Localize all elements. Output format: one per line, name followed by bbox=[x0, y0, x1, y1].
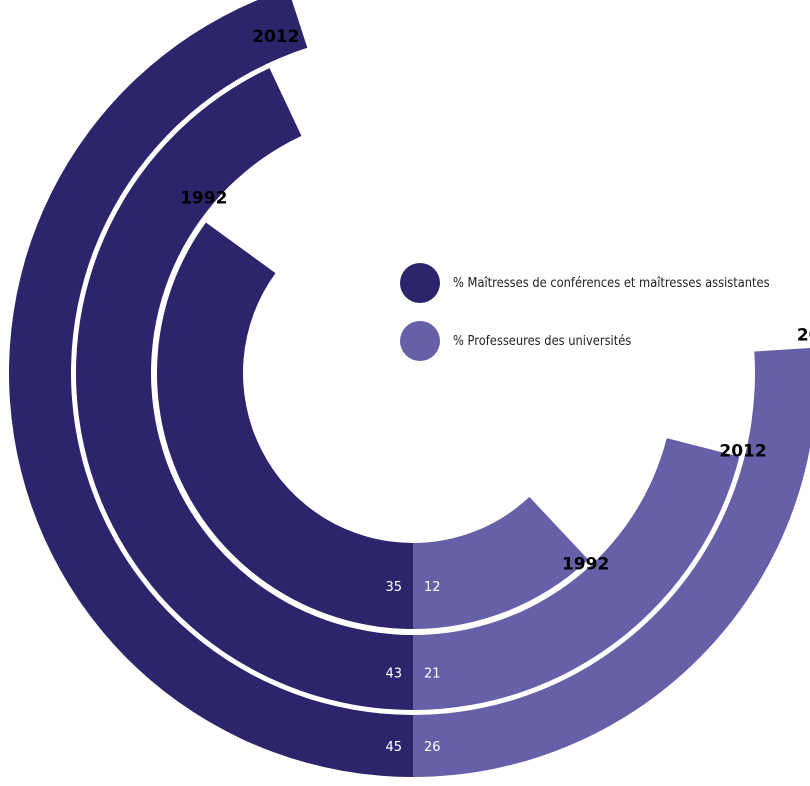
chart-labels: 351992432012452018121992212012262018 bbox=[180, 27, 810, 755]
legend-item-maitresses: % Maîtresses de conférences et maîtresse… bbox=[400, 263, 810, 303]
chart-bars bbox=[9, 0, 810, 777]
value-label-professeures-2018: 26 bbox=[424, 740, 441, 755]
legend-swatch-professeures bbox=[400, 321, 440, 361]
year-label-professeures-2018: 2018 bbox=[797, 325, 810, 345]
value-label-professeures-1992: 12 bbox=[424, 580, 441, 595]
value-label-maitresses-1992: 35 bbox=[385, 580, 402, 595]
value-label-maitresses-2012: 43 bbox=[385, 667, 402, 682]
legend-swatch-maitresses bbox=[400, 263, 440, 303]
year-label-maitresses-1992: 1992 bbox=[180, 189, 227, 209]
year-label-professeures-2012: 2012 bbox=[719, 441, 766, 461]
value-label-maitresses-2018: 45 bbox=[385, 740, 402, 755]
year-label-professeures-1992: 1992 bbox=[562, 555, 609, 575]
bar-professeures-1992 bbox=[413, 496, 589, 629]
value-label-professeures-2012: 21 bbox=[424, 667, 441, 682]
legend-label-maitresses: % Maîtresses de conférences et maîtresse… bbox=[453, 275, 770, 291]
bar-professeures-2018 bbox=[413, 348, 810, 777]
bar-maitresses-2018 bbox=[9, 0, 413, 777]
bar-maitresses-1992 bbox=[157, 222, 413, 629]
bar-professeures-2012 bbox=[413, 438, 740, 710]
legend-label-professeures: % Professeures des universités bbox=[453, 333, 632, 349]
legend: % Maîtresses de conférences et maîtresse… bbox=[400, 263, 810, 379]
year-label-maitresses-2012: 2012 bbox=[252, 27, 299, 47]
bar-maitresses-2012 bbox=[75, 68, 413, 710]
legend-item-professeures: % Professeures des universités bbox=[400, 321, 810, 361]
